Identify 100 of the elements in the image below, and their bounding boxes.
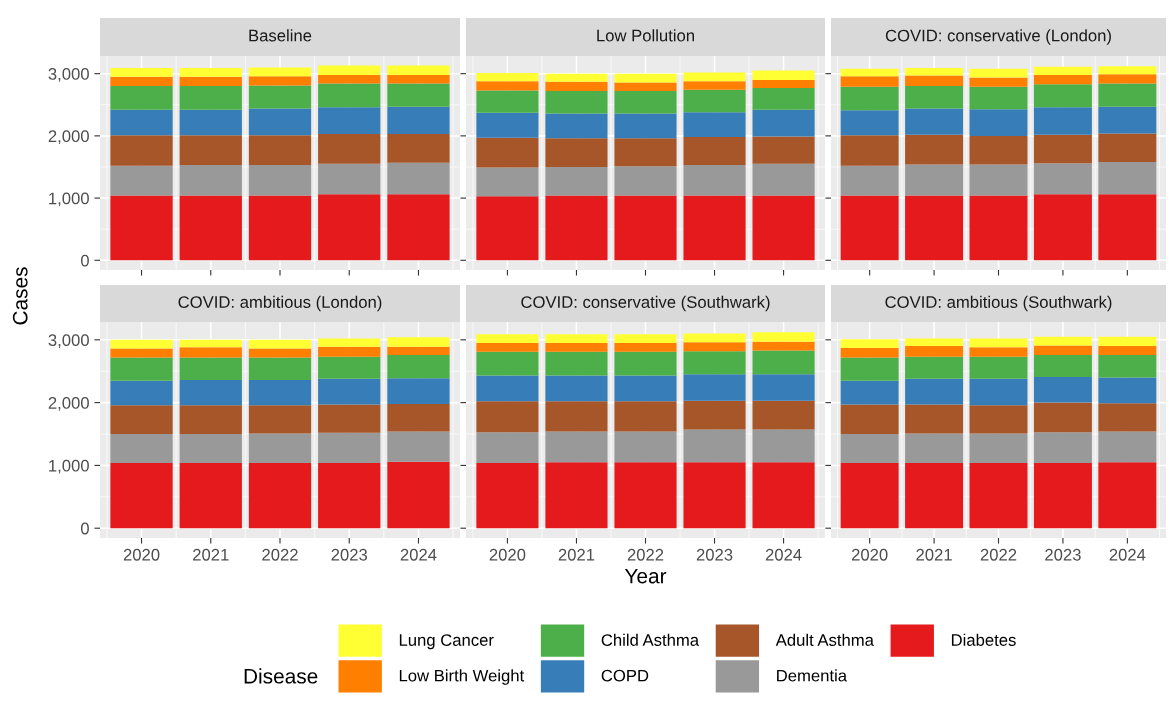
bar	[614, 82, 677, 92]
bar	[969, 86, 1028, 110]
bar	[545, 375, 608, 402]
bar	[248, 433, 312, 463]
chart-title: COVID: conservative (London)	[885, 29, 1111, 45]
bar	[179, 86, 242, 110]
x-tick-label: 2022	[262, 548, 298, 561]
bar	[476, 401, 539, 433]
chart-title: COVID: conservative (Southwark)	[521, 295, 770, 312]
bar	[1098, 462, 1157, 529]
bar	[840, 357, 899, 381]
legend-title: Disease	[244, 668, 318, 684]
bar	[614, 334, 677, 343]
bar	[614, 166, 677, 196]
bar	[110, 165, 173, 196]
x-tick-label: 2023	[1045, 548, 1081, 561]
bar	[752, 341, 815, 351]
y-tick-label: 1,000	[49, 459, 89, 474]
bar	[318, 134, 381, 164]
bar	[1098, 431, 1157, 463]
bar	[248, 195, 312, 261]
x-tick-label: 2024	[765, 548, 802, 561]
bar	[387, 461, 450, 529]
bar	[1033, 163, 1092, 195]
bar	[614, 351, 677, 376]
bar	[110, 68, 173, 77]
bar	[614, 73, 677, 83]
bar	[683, 351, 746, 375]
bar	[545, 462, 608, 529]
bar	[683, 429, 746, 463]
bar	[683, 72, 746, 82]
bar	[476, 196, 539, 261]
bar	[1033, 66, 1092, 75]
bar	[614, 431, 677, 463]
bar	[476, 167, 539, 197]
bar	[476, 432, 539, 463]
bar	[905, 134, 964, 165]
y-tick-label: 0	[80, 522, 89, 535]
bar	[1098, 346, 1157, 355]
bar	[476, 351, 539, 376]
bar	[1098, 74, 1157, 84]
bar	[248, 405, 312, 434]
bar	[1033, 402, 1092, 433]
bar	[1033, 84, 1092, 108]
x-tick-label: 2021	[558, 548, 595, 561]
bar	[110, 339, 173, 349]
y-tick-label: 0	[80, 254, 89, 267]
bar	[1098, 162, 1157, 195]
bar	[1033, 354, 1092, 377]
bar	[905, 346, 964, 357]
bar	[387, 65, 450, 75]
bar	[969, 433, 1028, 463]
bar	[1098, 194, 1157, 261]
x-tick-label: 2024	[1109, 548, 1146, 561]
bar	[1098, 83, 1157, 107]
bar	[248, 380, 312, 406]
bar	[683, 81, 746, 90]
bar	[1098, 403, 1157, 432]
bar	[476, 334, 539, 343]
bar	[905, 86, 964, 109]
bar	[110, 348, 173, 358]
bar	[387, 134, 450, 163]
bar	[683, 462, 746, 529]
bar	[248, 85, 312, 109]
bar	[387, 431, 450, 462]
y-tick-label: 2,000	[48, 130, 89, 145]
bar	[318, 83, 381, 108]
bar	[318, 432, 381, 463]
bar	[840, 110, 899, 136]
bar	[545, 138, 608, 167]
bar	[545, 342, 608, 352]
bar	[1098, 354, 1157, 378]
bar	[248, 462, 312, 529]
bar	[110, 357, 173, 381]
bar	[318, 462, 381, 529]
y-tick-label: 2,000	[48, 397, 89, 411]
bar	[248, 357, 312, 381]
bar	[614, 195, 677, 261]
bar	[1033, 107, 1092, 135]
bar	[248, 108, 312, 136]
x-tick-label: 2023	[331, 548, 368, 561]
bar	[179, 357, 242, 381]
bar	[752, 429, 815, 463]
bar	[752, 350, 815, 375]
bar	[840, 68, 899, 77]
legend-label: Low Birth Weight	[399, 669, 525, 685]
bar	[387, 337, 450, 347]
bar	[476, 375, 539, 402]
bar	[969, 347, 1028, 357]
bar	[387, 403, 450, 432]
bar	[1033, 336, 1092, 346]
bar	[1098, 66, 1157, 75]
bar	[545, 195, 608, 261]
bar	[110, 109, 173, 136]
bar	[905, 195, 964, 261]
bar	[545, 91, 608, 114]
bar	[248, 339, 312, 349]
bar	[387, 162, 450, 195]
bar	[318, 163, 381, 195]
bar	[248, 135, 312, 166]
